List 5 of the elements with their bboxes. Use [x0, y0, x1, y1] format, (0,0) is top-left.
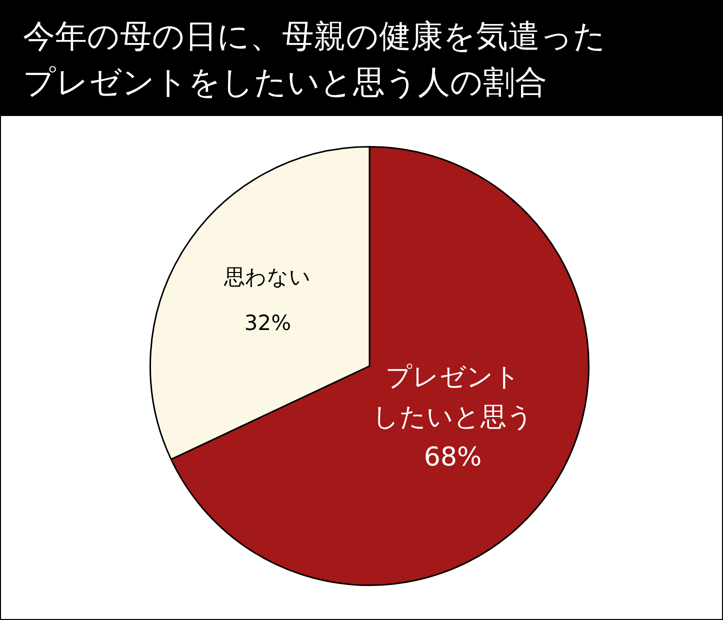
chart-title: 今年の母の日に、母親の健康を気遣ったプレゼントをしたいと思う人の割合: [23, 16, 607, 103]
data-label: 68%: [424, 442, 482, 473]
data-label: 32%: [244, 310, 292, 335]
slice-label: 思わない: [223, 264, 312, 289]
slice-label: プレゼントしたいと思う: [372, 362, 534, 433]
